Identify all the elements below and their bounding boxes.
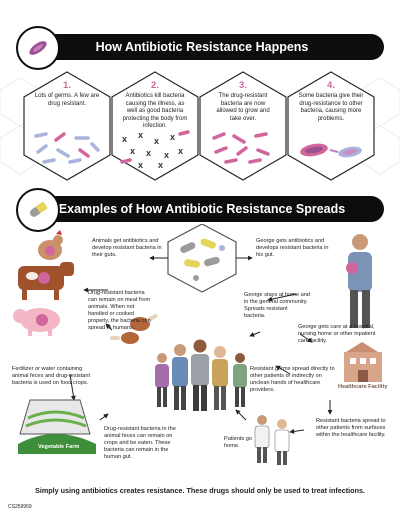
label-fertilizer: Fertilizer or water containing animal fe… — [12, 366, 91, 386]
vegetable-farm-illustration — [18, 399, 96, 454]
section2-banner: Examples of How Antibiotic Resistance Sp… — [16, 188, 384, 232]
section1-title: How Antibiotic Resistance Happens — [95, 40, 309, 54]
gene-transfer-illustration — [300, 143, 362, 158]
step-text: Lots of germs. A few are drug resistant. — [34, 93, 100, 107]
step-text: The drug-resistant bacteria are now allo… — [216, 93, 270, 122]
label-vegetable-farm: Vegetable Farm — [38, 444, 80, 450]
healthcare-workers-illustration — [254, 415, 290, 465]
footer-message: Simply using antibiotics creates resista… — [35, 486, 365, 495]
pills-icon — [167, 224, 237, 293]
section1-banner: How Antibiotic Resistance Happens — [16, 26, 384, 70]
cow-illustration — [18, 262, 74, 300]
label-george-home: George stays at home and in the general … — [244, 292, 310, 319]
step-3: 3. The drug-resistant bacteria are now a… — [198, 70, 288, 182]
svg-text:x: x — [138, 130, 143, 140]
spread-illustration — [13, 224, 382, 465]
label-animals: Animals get antibiotics and develop resi… — [92, 238, 162, 258]
svg-text:x: x — [146, 148, 151, 158]
step-text: Antibiotics kill bacteria causing the il… — [122, 93, 188, 129]
resistant-germs-illustration — [212, 132, 270, 164]
label-george-gut: George gets antibiotics and develops res… — [256, 238, 329, 258]
svg-text:x: x — [170, 132, 175, 142]
step-number: 2. — [151, 80, 159, 91]
label-patients: Patients go home. — [224, 436, 252, 449]
hexagon-frame — [23, 71, 111, 181]
george-illustration — [346, 234, 372, 328]
bacteria-icon — [16, 26, 60, 70]
step-4: 4. Some bacteria give their drug-resista… — [286, 70, 376, 182]
chicken-illustration — [38, 230, 63, 260]
label-feces: Drug-resistant bacteria in the animal fe… — [104, 426, 176, 460]
pill-icon — [16, 188, 60, 232]
step-number: 4. — [327, 80, 335, 91]
document-code: CS259959 — [8, 504, 32, 510]
label-meat: Drug-resistant bacteria can remain on me… — [88, 290, 151, 331]
pig-illustration — [13, 308, 60, 336]
svg-text:x: x — [178, 146, 183, 156]
step-text: Some bacteria give their drug-resistance… — [298, 93, 364, 122]
svg-text:x: x — [154, 136, 159, 146]
label-healthcare-facility: Healthcare Facility — [338, 384, 388, 390]
label-surfaces: Resistant bacteria spread to other patie… — [316, 418, 386, 438]
step-number: 3. — [239, 80, 247, 91]
svg-text:x: x — [158, 160, 163, 170]
meat-illustration — [110, 314, 158, 344]
hexagon-frame — [111, 71, 199, 181]
killed-germs-illustration: x xx xx x x xx x — [120, 130, 190, 170]
svg-text:x: x — [138, 160, 143, 170]
germs-illustration — [34, 132, 100, 164]
step-1: 1. Lots of germs. A few are drug resista… — [22, 70, 112, 182]
people-crowd-illustration — [155, 339, 247, 411]
section2-title: Examples of How Antibiotic Resistance Sp… — [58, 202, 346, 216]
svg-text:x: x — [164, 150, 169, 160]
label-germs-spread: Resistant germs spread directly to other… — [250, 366, 335, 393]
label-george-care: George gets care at a hospital, nursing … — [298, 324, 376, 344]
step-2: 2. Antibiotics kill bacteria causing the… — [110, 70, 200, 182]
svg-text:x: x — [130, 146, 135, 156]
step-number: 1. — [63, 80, 71, 91]
svg-text:x: x — [122, 134, 127, 144]
healthcare-facility-illustration — [344, 342, 382, 382]
